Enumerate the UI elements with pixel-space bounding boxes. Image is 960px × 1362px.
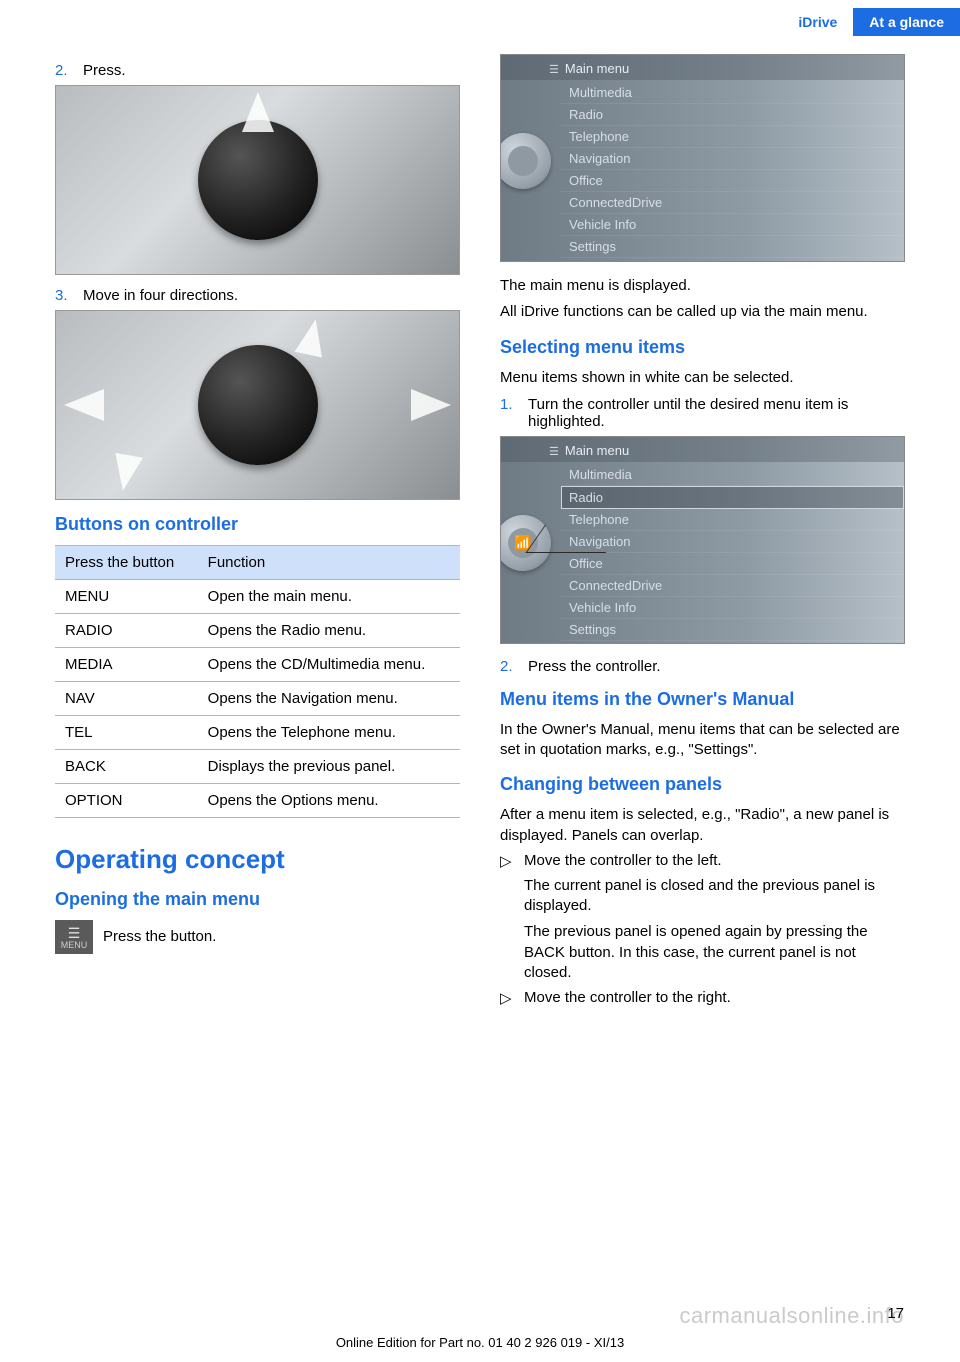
screen1-item: Navigation — [561, 148, 904, 170]
press-button-row: MENU Press the button. — [55, 920, 460, 954]
table-row: TELOpens the Telephone menu. — [55, 716, 460, 750]
table-header-button: Press the but­ton — [55, 546, 198, 580]
header-tab-idrive: iDrive — [782, 8, 853, 36]
bullet-left-text: Move the controller to the left. — [524, 852, 722, 870]
menuitems-owners-heading: Menu items in the Owner's Manual — [500, 689, 905, 710]
step-3: 3. Move in four directions. — [55, 287, 460, 304]
screen2-item: Multimedia — [561, 464, 904, 486]
edition-line: Online Edition for Part no. 01 40 2 926 … — [0, 1335, 960, 1350]
controller-press-image — [55, 85, 460, 275]
screen2-title: Main menu — [501, 437, 904, 462]
panels-overlap-text: After a menu item is selected, e.g., "Ra… — [500, 805, 905, 846]
changing-panels-heading: Changing between panels — [500, 774, 905, 795]
bullet-right: ▷ Move the controller to the right. — [500, 989, 905, 1007]
step-2-text: Press. — [83, 62, 126, 79]
buttons-heading: Buttons on controller — [55, 514, 460, 535]
table-header-function: Function — [198, 546, 460, 580]
idrive-functions-text: All iDrive functions can be called up vi… — [500, 302, 905, 322]
select-step-2-text: Press the controller. — [528, 658, 661, 675]
idrive-screen-2: Main menu Multimedia Radio Telephone Nav… — [500, 436, 905, 644]
step-2-num: 2. — [55, 62, 73, 79]
buttons-table: Press the but­ton Function MENUOpen the … — [55, 545, 460, 818]
screen1-item: Settings — [561, 236, 904, 258]
step-2: 2. Press. — [55, 62, 460, 79]
screen2-item: Settings — [561, 619, 904, 641]
opening-main-menu-heading: Opening the main menu — [55, 889, 460, 910]
select-step-1-num: 1. — [500, 396, 518, 430]
select-step-2-num: 2. — [500, 658, 518, 675]
table-row: MEDIAOpens the CD/Multimedia menu. — [55, 648, 460, 682]
quotation-marks-text: In the Owner's Manual, menu items that c… — [500, 720, 905, 761]
step-3-text: Move in four directions. — [83, 287, 238, 304]
selecting-menu-items-heading: Selecting menu items — [500, 337, 905, 358]
screen2-item: Vehicle Info — [561, 597, 904, 619]
press-button-text: Press the button. — [103, 920, 216, 945]
idrive-screen-1: Main menu Multimedia Radio Telephone Nav… — [500, 54, 905, 262]
select-step-2: 2. Press the controller. — [500, 658, 905, 675]
table-row: OPTIONOpens the Options menu. — [55, 784, 460, 818]
step-3-num: 3. — [55, 287, 73, 304]
watermark-text: carmanualsonline.info — [679, 1303, 904, 1329]
table-row: NAVOpens the Navigation menu. — [55, 682, 460, 716]
table-row: BACKDisplays the previous panel. — [55, 750, 460, 784]
screen2-item-selected: Radio — [561, 486, 904, 509]
main-menu-displayed-text: The main menu is displayed. — [500, 276, 905, 296]
bullet-left-sub-2: The previous panel is opened again by pr… — [524, 922, 905, 983]
triangle-icon: ▷ — [500, 852, 514, 870]
screen1-item: Radio — [561, 104, 904, 126]
left-column: 2. Press. 3. Move in four directions. Bu… — [55, 54, 460, 1013]
operating-concept-heading: Operating concept — [55, 844, 460, 875]
header-tab-glance: At a glance — [853, 8, 960, 36]
bullet-left: ▷ Move the controller to the left. — [500, 852, 905, 870]
right-column: Main menu Multimedia Radio Telephone Nav… — [500, 54, 905, 1013]
select-step-1-text: Turn the controller until the desired me… — [528, 396, 905, 430]
screen1-item: Vehicle Info — [561, 214, 904, 236]
screen1-item: Multimedia — [561, 82, 904, 104]
menu-icon: MENU — [55, 920, 93, 954]
select-step-1: 1. Turn the controller until the desired… — [500, 396, 905, 430]
triangle-icon: ▷ — [500, 989, 514, 1007]
screen1-item: Office — [561, 170, 904, 192]
white-items-text: Menu items shown in white can be selecte… — [500, 368, 905, 388]
table-row: RADIOOpens the Radio menu. — [55, 614, 460, 648]
screen2-item: ConnectedDrive — [561, 575, 904, 597]
screen1-item: ConnectedDrive — [561, 192, 904, 214]
bullet-right-text: Move the controller to the right. — [524, 989, 731, 1007]
bullet-left-sub-1: The current panel is closed and the prev… — [524, 876, 905, 917]
screen1-title: Main menu — [501, 55, 904, 80]
screen1-item: Telephone — [561, 126, 904, 148]
screen2-item: Office — [561, 553, 904, 575]
table-row: MENUOpen the main menu. — [55, 580, 460, 614]
page-header: iDrive At a glance — [0, 0, 960, 44]
controller-move-image — [55, 310, 460, 500]
